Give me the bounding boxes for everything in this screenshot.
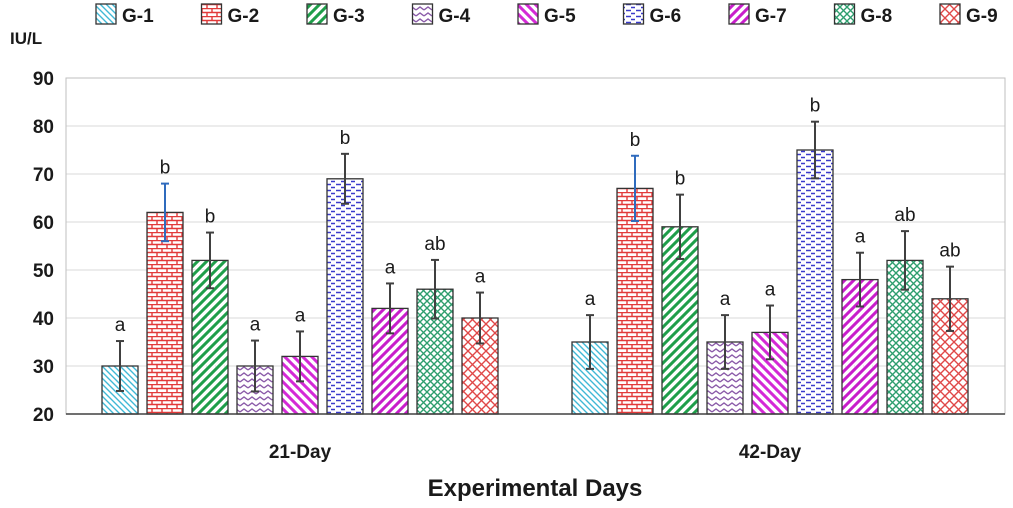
significance-letter: a xyxy=(295,305,306,326)
legend-item-G-9: G-9 xyxy=(939,3,998,27)
legend-swatch xyxy=(728,3,750,25)
significance-letter: a xyxy=(385,257,396,278)
significance-letter: a xyxy=(115,315,126,336)
significance-letter: ab xyxy=(894,205,915,226)
legend-item-G-6: G-6 xyxy=(622,3,682,27)
y-tick-label: 80 xyxy=(33,117,54,138)
error-bar-G-1-42-Day xyxy=(586,314,594,370)
y-tick-label: 40 xyxy=(33,309,54,330)
legend-swatch xyxy=(200,3,223,25)
legend: G-1 G-2 G-3 G-4 G-5 G-6 G-7 G-8 G-9 xyxy=(95,3,998,27)
significance-letter: ab xyxy=(939,241,960,262)
y-tick-label: 30 xyxy=(33,357,54,378)
legend-label: G-7 xyxy=(755,6,787,27)
significance-letter: ab xyxy=(424,234,445,255)
error-bar-G-2-21-Day xyxy=(161,182,169,243)
y-tick-label: 90 xyxy=(33,69,54,90)
legend-swatch xyxy=(411,3,434,25)
error-bar-G-5-21-Day xyxy=(296,330,304,383)
y-tick-label: 50 xyxy=(33,261,54,282)
bar-G-9-21-Day xyxy=(461,317,499,415)
error-bar-G-9-21-Day xyxy=(476,291,484,345)
y-tick-label: 20 xyxy=(33,405,54,426)
error-bar-G-3-42-Day xyxy=(676,193,684,260)
legend-swatch xyxy=(939,3,961,25)
bar-G-1-42-Day xyxy=(571,341,609,415)
legend-swatch xyxy=(517,3,539,25)
legend-item-G-3: G-3 xyxy=(306,3,365,27)
legend-swatch xyxy=(622,3,645,25)
significance-letter: a xyxy=(720,289,731,310)
error-bar-G-2-42-Day xyxy=(631,154,639,223)
bar-G-6-42-Day xyxy=(796,149,834,415)
error-bar-G-4-42-Day xyxy=(721,314,729,370)
plot-frame xyxy=(65,77,1006,415)
legend-item-G-7: G-7 xyxy=(728,3,787,27)
significance-letter: b xyxy=(340,128,351,149)
error-bar-G-8-21-Day xyxy=(431,258,439,320)
legend-item-G-5: G-5 xyxy=(517,3,576,27)
y-tick-label: 60 xyxy=(33,213,54,234)
error-bar-G-6-21-Day xyxy=(341,152,349,205)
significance-letter: b xyxy=(810,96,821,117)
x-category-label: 42-Day xyxy=(739,442,802,463)
significance-letter: a xyxy=(855,227,866,248)
significance-letter: b xyxy=(160,158,171,179)
x-category-label: 21-Day xyxy=(269,442,332,463)
error-bar-G-6-42-Day xyxy=(811,120,819,180)
legend-label: G-1 xyxy=(122,6,154,27)
legend-swatch xyxy=(306,3,328,25)
legend-label: G-6 xyxy=(650,6,682,27)
significance-letter: a xyxy=(585,289,596,310)
error-bar-G-4-21-Day xyxy=(251,339,259,393)
legend-label: G-2 xyxy=(228,6,260,27)
y-tick-label: 70 xyxy=(33,165,54,186)
error-bar-G-3-21-Day xyxy=(206,231,214,290)
error-bar-G-9-42-Day xyxy=(946,265,954,332)
legend-label: G-3 xyxy=(333,6,365,27)
y-axis-ticks: 20 30 40 50 60 70 80 90 xyxy=(33,69,54,426)
legend-label: G-4 xyxy=(439,6,471,27)
significance-letter: b xyxy=(675,169,686,190)
legend-swatch xyxy=(95,3,117,25)
legend-label: G-8 xyxy=(861,6,893,27)
x-axis-title: Experimental Days xyxy=(428,475,643,502)
significance-letter: a xyxy=(475,267,486,288)
bar-G-6-21-Day xyxy=(326,178,364,415)
legend-label: G-5 xyxy=(544,6,576,27)
error-bar-G-7-42-Day xyxy=(856,251,864,308)
legend-item-G-8: G-8 xyxy=(833,3,893,27)
bar-G-2-42-Day xyxy=(616,187,654,415)
error-bar-G-1-21-Day xyxy=(116,340,124,392)
error-bars xyxy=(116,120,954,393)
legend-item-G-1: G-1 xyxy=(95,3,154,27)
error-bar-G-7-21-Day xyxy=(386,282,394,335)
legend-item-G-4: G-4 xyxy=(411,3,471,27)
significance-letter: a xyxy=(765,280,776,301)
legend-swatch xyxy=(833,3,856,25)
significance-letter: b xyxy=(205,207,216,228)
error-bar-G-8-42-Day xyxy=(901,230,909,291)
x-axis-categories: 21-Day 42-Day xyxy=(269,442,802,463)
error-bar-G-5-42-Day xyxy=(766,304,774,361)
bar-G-2-21-Day xyxy=(146,211,184,415)
legend-item-G-2: G-2 xyxy=(200,3,260,27)
legend-label: G-9 xyxy=(966,6,998,27)
significance-letter: a xyxy=(250,315,261,336)
y-axis-label: IU/L xyxy=(10,29,42,48)
bars xyxy=(101,149,969,415)
significance-letter: b xyxy=(630,130,641,151)
